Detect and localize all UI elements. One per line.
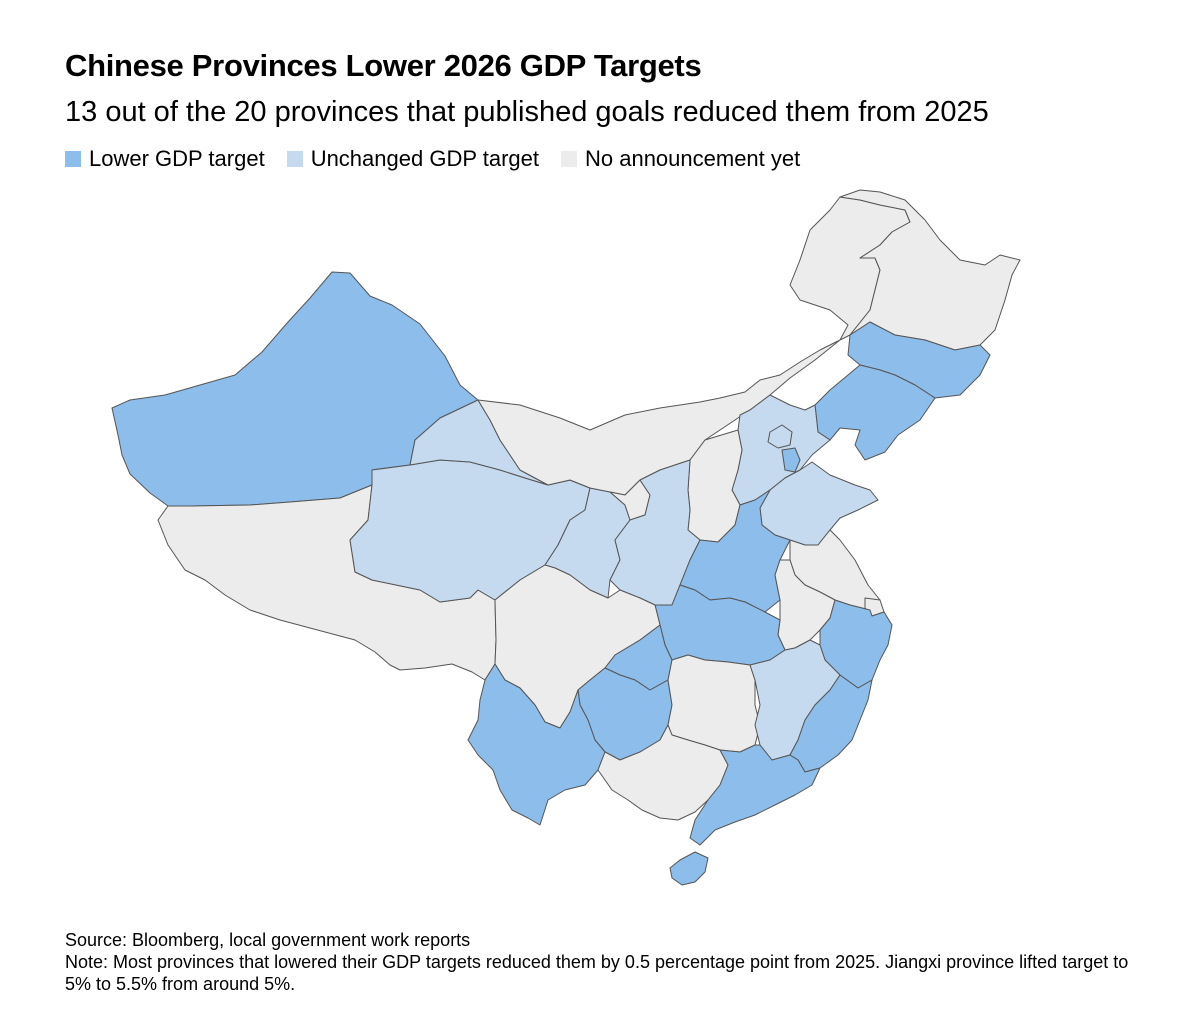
province-hainan[interactable] (669, 851, 709, 886)
province-inner-mongolia[interactable] (477, 196, 911, 496)
province-beijing[interactable] (767, 424, 793, 449)
note-text: Note: Most provinces that lowered their … (65, 952, 1129, 994)
footer: Source: Bloomberg, local government work… (65, 929, 1145, 995)
china-map (111, 189, 1021, 886)
legend-label-unchanged: Unchanged GDP target (310, 146, 539, 171)
province-hunan[interactable] (667, 654, 761, 753)
legend-item-none: No announcement yet (560, 146, 801, 172)
legend-label-none: No announcement yet (584, 146, 801, 171)
legend-swatch-none (560, 151, 577, 167)
province-zhejiang[interactable] (819, 599, 893, 689)
legend: Lower GDP target Unchanged GDP target No… (65, 146, 800, 172)
province-guangdong[interactable] (689, 744, 821, 846)
legend-swatch-lower (65, 151, 81, 167)
chart-title: Chinese Provinces Lower 2026 GDP Targets (65, 48, 702, 83)
province-tianjin[interactable] (781, 447, 801, 473)
source-text: Source: Bloomberg, local government work… (65, 930, 471, 950)
legend-item-unchanged: Unchanged GDP target (286, 146, 539, 172)
chart-subtitle: 13 out of the 20 provinces that publishe… (65, 96, 989, 128)
legend-swatch-unchanged (286, 151, 303, 167)
province-liaoning[interactable] (814, 364, 936, 461)
legend-item-lower: Lower GDP target (65, 146, 265, 172)
legend-label-lower: Lower GDP target (89, 146, 265, 171)
